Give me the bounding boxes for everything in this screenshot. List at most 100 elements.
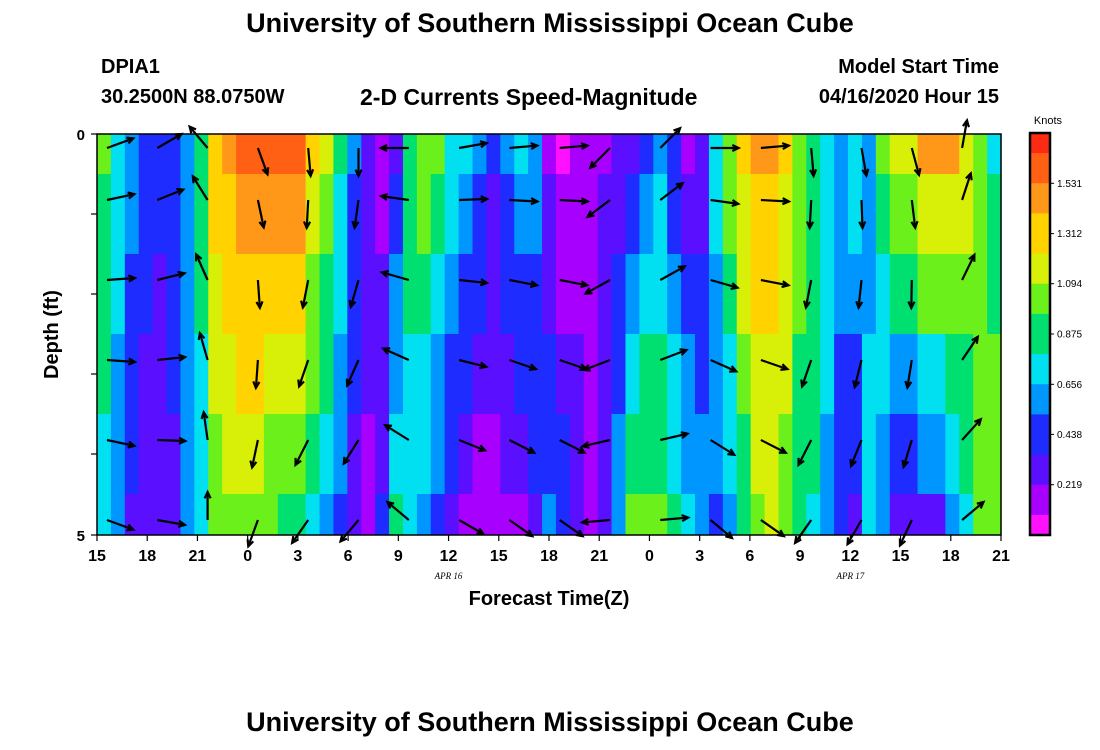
colorbar-segment xyxy=(1030,484,1050,496)
current-arrowhead xyxy=(294,457,302,468)
current-arrow xyxy=(710,439,735,456)
current-arrow xyxy=(810,147,815,176)
heatmap-cell xyxy=(611,174,627,254)
heatmap-cell xyxy=(236,134,251,174)
heatmap-cell xyxy=(528,414,543,494)
current-arrow xyxy=(902,439,913,468)
x-tick-label: 3 xyxy=(695,548,704,565)
heatmap-cell xyxy=(138,174,154,254)
current-arrowhead xyxy=(126,136,136,145)
current-arrow xyxy=(804,279,813,308)
heatmap-cell xyxy=(458,174,474,254)
heatmap-cell xyxy=(236,334,251,414)
current-arrowhead xyxy=(962,117,970,128)
heatmap-cell xyxy=(555,414,571,494)
current-arrowhead xyxy=(793,535,802,545)
current-arrow xyxy=(961,254,976,281)
heatmap-cell xyxy=(402,334,418,414)
heatmap-cell xyxy=(500,414,515,494)
current-arrow xyxy=(256,199,265,228)
heatmap-cell xyxy=(138,134,154,174)
heatmap-cell xyxy=(611,254,627,334)
heatmap-cell xyxy=(792,174,807,254)
heatmap-cell xyxy=(973,494,988,535)
heatmap-cell xyxy=(444,134,460,174)
current-arrow xyxy=(247,519,259,547)
colorbar-segment xyxy=(1030,133,1050,144)
heatmap-cell xyxy=(931,134,946,174)
heatmap-cell xyxy=(347,494,362,535)
heatmap-cell xyxy=(166,254,182,334)
heatmap-cell xyxy=(555,254,571,334)
heatmap-cell xyxy=(708,254,724,334)
heatmap-cell xyxy=(375,334,390,414)
chart-title-bottom: University of Southern Mississippi Ocean… xyxy=(246,707,854,737)
current-arrow xyxy=(509,198,538,203)
colorbar-segment xyxy=(1030,334,1050,345)
x-tick-label: 12 xyxy=(841,548,859,565)
heatmap-cell xyxy=(764,254,780,334)
heatmap-cell xyxy=(945,494,960,535)
colorbar-segment xyxy=(1030,424,1050,435)
heatmap-cell xyxy=(945,334,960,414)
current-arrowhead xyxy=(176,187,186,196)
x-tick-label: 9 xyxy=(796,548,805,565)
heatmap-cell xyxy=(875,174,891,254)
heatmap-cell xyxy=(820,134,835,174)
colorbar-tick-label: 1.312 xyxy=(1057,229,1082,240)
current-arrowhead xyxy=(913,167,922,178)
heatmap-cell xyxy=(389,334,404,414)
colorbar-segment xyxy=(1030,464,1050,476)
heatmap-cell xyxy=(639,334,654,414)
current-arrowhead xyxy=(725,531,734,540)
heatmap-cell xyxy=(152,414,168,494)
heatmap-cell xyxy=(861,134,877,174)
heatmap-cell xyxy=(555,174,571,254)
heatmap-cell xyxy=(458,414,474,494)
heatmap-cell xyxy=(152,134,168,174)
heatmap-cell xyxy=(625,174,640,254)
heatmap-cell xyxy=(792,494,807,535)
heatmap-cell xyxy=(375,414,390,494)
heatmap-cell xyxy=(110,414,126,494)
heatmap-cell xyxy=(124,134,140,174)
heatmap-cell xyxy=(778,134,793,174)
current-arrowhead xyxy=(527,446,537,454)
current-arrowhead xyxy=(580,280,590,289)
heatmap-cell xyxy=(987,494,1002,535)
heatmap-cell xyxy=(653,414,668,494)
heatmap-cell xyxy=(402,414,418,494)
heatmap-cell xyxy=(875,494,891,535)
heatmap-cell xyxy=(291,414,307,494)
heatmap-cell xyxy=(430,494,446,535)
heatmap-cell xyxy=(333,414,348,494)
current-arrowhead xyxy=(258,220,267,230)
heatmap-cell xyxy=(639,254,654,334)
heatmap-cell xyxy=(875,334,891,414)
y-tick-label: 0 xyxy=(77,127,85,144)
heatmap-cell xyxy=(695,174,710,254)
x-tick-label: 15 xyxy=(88,548,106,565)
colorbar-segment xyxy=(1030,323,1050,335)
heatmap-cell xyxy=(305,334,321,414)
heatmap-cell xyxy=(750,134,766,174)
colorbar-segment xyxy=(1030,173,1050,184)
heatmap-cell xyxy=(458,494,474,535)
current-arrowhead xyxy=(127,191,137,200)
current-arrowhead xyxy=(478,444,488,453)
current-arrowhead xyxy=(300,300,308,311)
heatmap-cell xyxy=(291,334,307,414)
heatmap-cell xyxy=(959,134,974,174)
heatmap-cell xyxy=(416,494,432,535)
heatmap-cell xyxy=(416,334,432,414)
heatmap-cell xyxy=(861,174,877,254)
heatmap-cell xyxy=(528,334,543,414)
heatmap-cell xyxy=(124,334,140,414)
heatmap-cell xyxy=(750,494,766,535)
current-arrowhead xyxy=(380,347,391,355)
current-arrowhead xyxy=(580,142,591,151)
heatmap-cell xyxy=(973,134,988,174)
x-tick-label: 18 xyxy=(138,548,156,565)
model-start-label: Model Start Time xyxy=(838,56,999,78)
heatmap-cell xyxy=(222,174,237,254)
